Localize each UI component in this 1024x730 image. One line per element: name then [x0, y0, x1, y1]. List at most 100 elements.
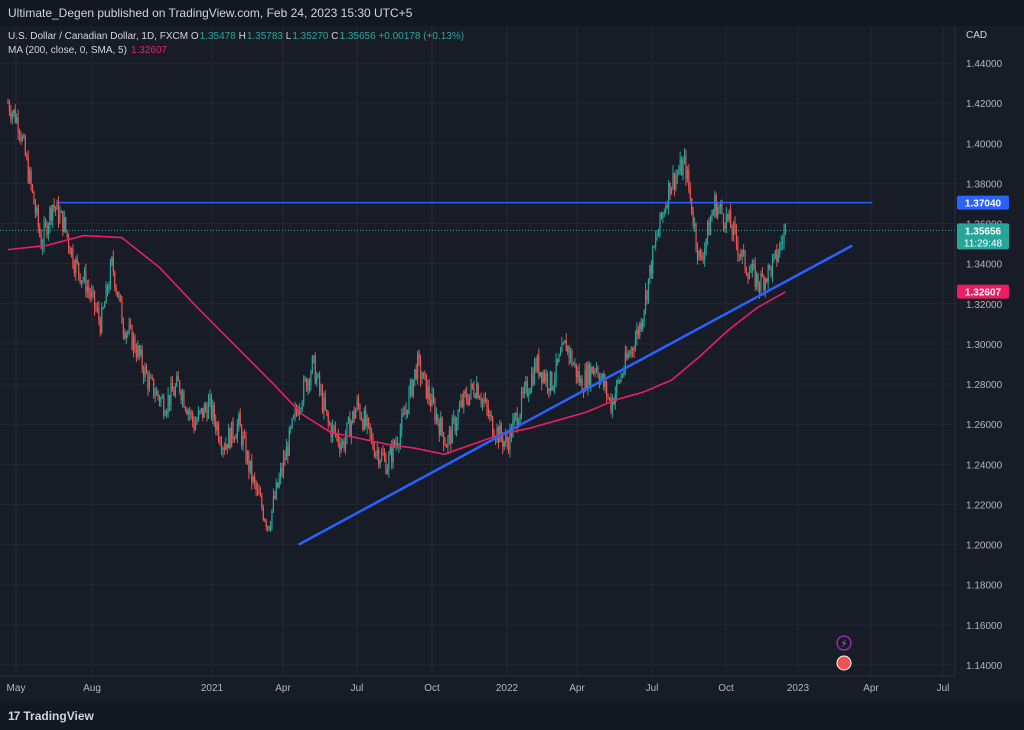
- candle-body: [232, 421, 234, 439]
- candle-body: [314, 355, 316, 384]
- x-tick-label: 2022: [496, 683, 519, 694]
- candle-body: [672, 172, 674, 188]
- candle-body: [187, 410, 189, 415]
- candle-body: [580, 378, 582, 383]
- close-value: 1.35656: [339, 31, 376, 42]
- candle-body: [543, 372, 546, 382]
- candle-body: [313, 355, 315, 357]
- candle-body: [476, 383, 478, 398]
- candle-body: [552, 386, 554, 390]
- candle-body: [461, 400, 463, 407]
- candle-body: [93, 290, 96, 308]
- candle-body: [425, 374, 427, 399]
- candle-body: [757, 273, 759, 287]
- candle-body: [326, 409, 328, 414]
- candle-body: [349, 417, 351, 437]
- candle-body: [771, 259, 774, 276]
- candle-body: [109, 263, 112, 288]
- symbol-title: U.S. Dollar / Canadian Dollar, 1D, FXCM: [8, 31, 189, 42]
- candle-body: [316, 376, 318, 384]
- price-chart[interactable]: 1.440001.420001.400001.380001.360001.340…: [0, 26, 1024, 701]
- candle-body: [262, 507, 264, 520]
- candle-body: [640, 323, 642, 330]
- candle-body: [507, 443, 510, 451]
- candle-body: [98, 308, 100, 320]
- candle-body: [140, 349, 142, 355]
- candle-body: [239, 413, 241, 427]
- candle-body: [691, 197, 693, 214]
- candle-body: [401, 415, 403, 431]
- tradingview-brand[interactable]: 17 TradingView: [8, 709, 94, 723]
- candle-body: [611, 398, 613, 412]
- ma-200-line: [7, 234, 786, 456]
- candle-body: [705, 239, 707, 249]
- candle-body: [392, 441, 394, 463]
- candle-body: [620, 375, 622, 382]
- candle-body: [55, 207, 57, 210]
- candle-body: [761, 273, 764, 277]
- candle-body: [151, 377, 153, 379]
- candle-body: [186, 409, 188, 415]
- candle-body: [404, 413, 406, 415]
- candle-body: [516, 413, 518, 428]
- candle-body: [595, 368, 598, 371]
- candle-body: [584, 369, 586, 392]
- candle-body: [496, 427, 498, 439]
- candle-body: [582, 391, 585, 393]
- candle-body: [104, 303, 106, 308]
- candle-body: [8, 103, 11, 112]
- x-tick-label: Jul: [646, 683, 659, 694]
- candle-body: [359, 405, 361, 417]
- x-tick-label: Oct: [424, 683, 440, 694]
- candle-body: [431, 394, 433, 406]
- candle-body: [393, 441, 396, 447]
- candle-body: [568, 346, 570, 358]
- candle-body: [681, 159, 683, 176]
- candle-body: [382, 452, 384, 455]
- candle-body: [617, 380, 619, 382]
- candle-body: [679, 159, 681, 172]
- candle-body: [310, 373, 312, 386]
- candle-body: [753, 263, 755, 265]
- candle-body: [251, 460, 253, 482]
- candle-body: [70, 248, 73, 255]
- candle-body: [655, 237, 657, 246]
- candle-body: [533, 362, 536, 385]
- candle-body: [243, 436, 246, 438]
- candle-body: [128, 325, 130, 332]
- candle-body: [121, 299, 123, 324]
- candle-body: [732, 223, 735, 236]
- ma-row[interactable]: MA (200, close, 0, SMA, 5) 1.32607: [8, 44, 464, 58]
- ohlc-values: O1.35478 H1.35783 L1.35270 C1.35656 +0.0…: [191, 31, 464, 42]
- candle-body: [683, 155, 686, 162]
- candle-body: [758, 286, 761, 291]
- candle-body: [252, 476, 254, 482]
- candle-body: [17, 117, 19, 133]
- candle-body: [634, 338, 637, 351]
- candle-body: [402, 413, 404, 416]
- candle-body: [235, 437, 237, 440]
- candle-body: [673, 172, 676, 189]
- y-tick-label: 1.14000: [966, 661, 1003, 672]
- candle-body: [460, 400, 462, 407]
- candle-body: [271, 509, 273, 526]
- chart-pane[interactable]: 1.440001.420001.400001.380001.360001.340…: [0, 26, 1024, 701]
- x-tick-label: 2023: [787, 683, 810, 694]
- candle-body: [75, 259, 77, 274]
- candle-body: [659, 212, 661, 232]
- candle-body: [144, 366, 146, 378]
- candle-body: [470, 383, 472, 395]
- candle-body: [177, 376, 179, 381]
- candle-body: [559, 352, 562, 356]
- candle-body: [29, 170, 31, 183]
- candle-body: [676, 173, 678, 177]
- candle-body: [386, 470, 388, 474]
- x-tick-label: May: [7, 683, 26, 694]
- candle-body: [542, 372, 544, 383]
- candle-body: [357, 399, 360, 406]
- brand-name: TradingView: [23, 709, 94, 723]
- candle-body: [766, 278, 768, 283]
- candle-body: [138, 345, 140, 355]
- candle-body: [372, 437, 374, 449]
- x-tick-label: Aug: [83, 683, 101, 694]
